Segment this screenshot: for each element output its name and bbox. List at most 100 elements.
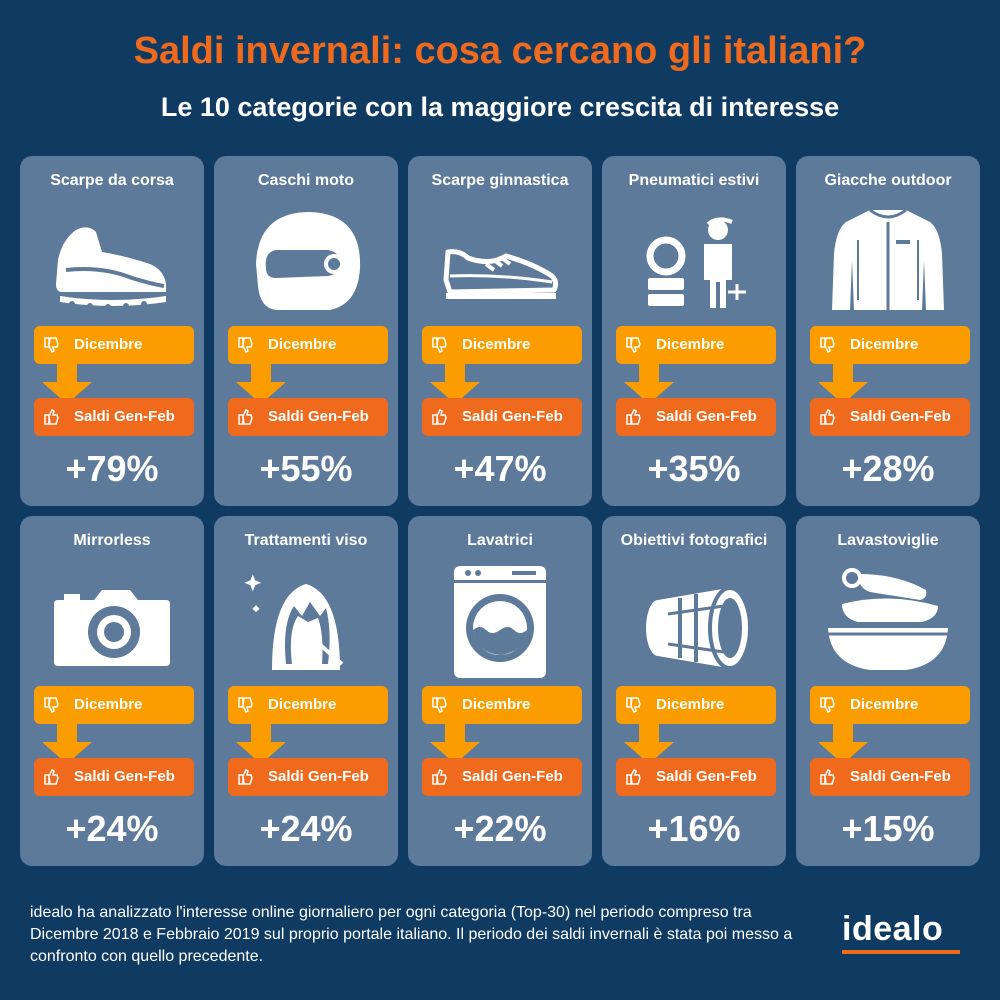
thumbs-up-icon [42,767,62,787]
logo-underline [842,950,960,954]
growth-percentage: +47% [453,448,547,489]
category-card: Mirrorless Dicembre Saldi Gen-Feb +24% [20,516,204,866]
motorcycle-helmet-icon [236,200,376,320]
page-title: Saldi invernali: cosa cercano gli italia… [133,30,867,72]
category-name: Scarpe ginnastica [431,172,569,189]
december-label: Dicembre [74,336,143,353]
face-treatment-icon [236,560,376,680]
sneaker-icon [430,200,570,320]
growth-percentage: +15% [841,808,935,849]
sales-label: Saldi Gen-Feb [850,768,951,785]
category-name: Caschi moto [257,172,354,189]
december-pill: Dicembre [422,686,582,724]
jacket-icon [818,200,958,320]
thumbs-up-icon [818,407,838,427]
december-pill: Dicembre [228,686,388,724]
thumbs-down-icon [430,695,450,715]
sales-pill: Saldi Gen-Feb [34,398,194,436]
down-arrow-icon [236,362,286,404]
sales-label: Saldi Gen-Feb [268,768,369,785]
category-card: Pneumatici estivi Dicembre Saldi Gen-Feb… [602,156,786,506]
sales-label: Saldi Gen-Feb [656,408,757,425]
thumbs-up-icon [42,407,62,427]
sales-label: Saldi Gen-Feb [74,768,175,785]
sales-pill: Saldi Gen-Feb [422,398,582,436]
tyres-mechanic-icon [624,200,764,320]
sales-label: Saldi Gen-Feb [462,408,563,425]
category-grid: Scarpe da corsa Dicembre Saldi Gen-Feb +… [20,156,980,866]
december-label: Dicembre [656,696,725,713]
thumbs-down-icon [624,695,644,715]
december-label: Dicembre [850,336,919,353]
growth-percentage: +16% [647,808,741,849]
category-card: Obiettivi fotografici Dicembre Saldi Gen… [602,516,786,866]
category-card: Trattamenti viso Dicembre Saldi Gen-Feb … [214,516,398,866]
category-card: Scarpe ginnastica Dicembre Saldi Gen-Feb… [408,156,592,506]
category-name: Mirrorless [73,532,151,549]
category-name: Trattamenti viso [244,532,368,549]
down-arrow-icon [430,362,480,404]
thumbs-up-icon [818,767,838,787]
december-label: Dicembre [462,696,531,713]
thumbs-down-icon [818,335,838,355]
washing-machine-icon [430,560,570,680]
down-arrow-icon [818,362,868,404]
december-pill: Dicembre [228,326,388,364]
thumbs-down-icon [42,695,62,715]
sales-pill: Saldi Gen-Feb [228,398,388,436]
growth-percentage: +35% [647,448,741,489]
sales-label: Saldi Gen-Feb [74,408,175,425]
down-arrow-icon [818,722,868,764]
methodology-note: idealo ha analizzato l'interesse online … [30,904,793,965]
growth-percentage: +79% [65,448,159,489]
category-card: Scarpe da corsa Dicembre Saldi Gen-Feb +… [20,156,204,506]
category-name: Lavatrici [467,532,533,549]
thumbs-down-icon [236,695,256,715]
thumbs-down-icon [236,335,256,355]
december-pill: Dicembre [810,326,970,364]
sales-pill: Saldi Gen-Feb [810,398,970,436]
december-label: Dicembre [74,696,143,713]
growth-percentage: +24% [65,808,159,849]
camera-icon [42,560,182,680]
sales-pill: Saldi Gen-Feb [34,758,194,796]
growth-percentage: +55% [259,448,353,489]
thumbs-up-icon [236,407,256,427]
growth-percentage: +22% [453,808,547,849]
sales-label: Saldi Gen-Feb [850,408,951,425]
thumbs-down-icon [42,335,62,355]
page-subtitle: Le 10 categorie con la maggiore crescita… [160,92,840,122]
december-label: Dicembre [462,336,531,353]
december-pill: Dicembre [616,326,776,364]
december-label: Dicembre [656,336,725,353]
thumbs-up-icon [236,767,256,787]
category-name: Scarpe da corsa [50,172,174,189]
thumbs-up-icon [624,407,644,427]
running-shoe-icon [42,200,182,320]
dishes-icon [818,560,958,680]
december-pill: Dicembre [34,326,194,364]
down-arrow-icon [430,722,480,764]
sales-label: Saldi Gen-Feb [462,768,563,785]
down-arrow-icon [624,722,674,764]
sales-pill: Saldi Gen-Feb [616,758,776,796]
category-name: Giacche outdoor [824,172,952,189]
december-pill: Dicembre [810,686,970,724]
sales-label: Saldi Gen-Feb [656,768,757,785]
down-arrow-icon [42,362,92,404]
december-pill: Dicembre [34,686,194,724]
category-card: Lavastoviglie Dicembre Saldi Gen-Feb +15… [796,516,980,866]
sales-pill: Saldi Gen-Feb [228,758,388,796]
sales-pill: Saldi Gen-Feb [616,398,776,436]
category-card: Lavatrici Dicembre Saldi Gen-Feb +22% [408,516,592,866]
december-pill: Dicembre [422,326,582,364]
sales-pill: Saldi Gen-Feb [810,758,970,796]
thumbs-up-icon [430,407,450,427]
sales-pill: Saldi Gen-Feb [422,758,582,796]
down-arrow-icon [236,722,286,764]
category-name: Lavastoviglie [837,532,939,549]
thumbs-down-icon [430,335,450,355]
category-card: Giacche outdoor Dicembre Saldi Gen-Feb +… [796,156,980,506]
thumbs-up-icon [624,767,644,787]
camera-lens-icon [624,560,764,680]
